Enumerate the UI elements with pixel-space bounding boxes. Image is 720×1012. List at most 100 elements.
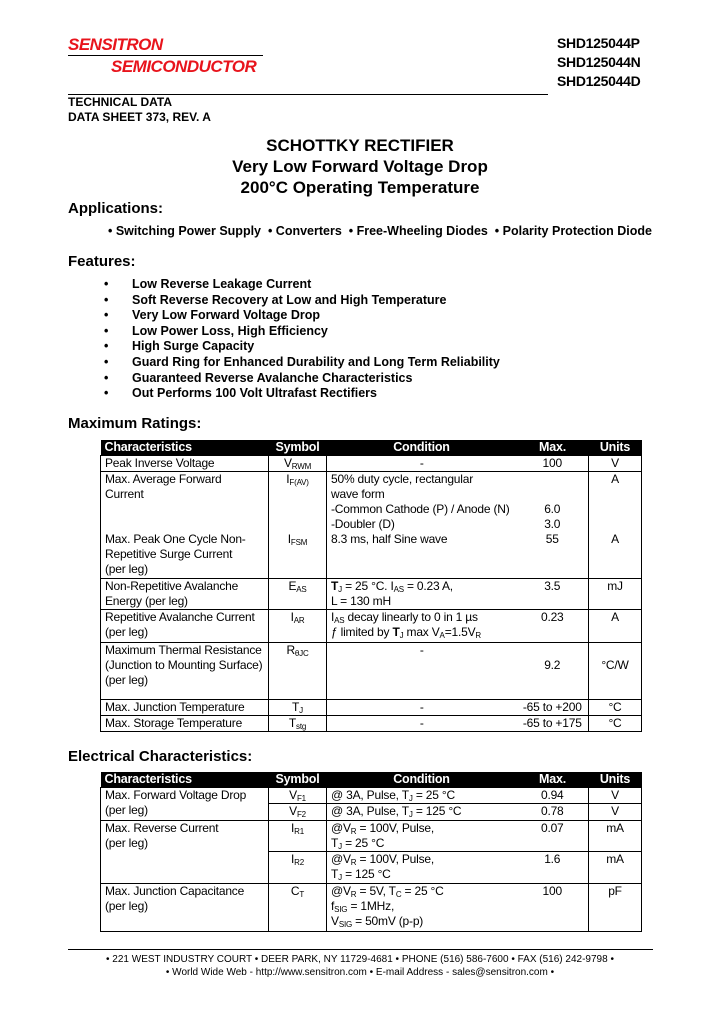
subscript: R [475, 630, 481, 640]
subtitle: 200°C Operating Temperature [240, 178, 480, 197]
column-header-symbol: Symbol [268, 440, 327, 456]
cell-line: (per leg) [105, 624, 148, 639]
cell-line: 3.0 [544, 517, 561, 531]
units-cell: °C [588, 714, 642, 732]
units-cell: V [588, 802, 642, 821]
symbol-cell: EAS [268, 577, 327, 610]
table-row: Max. Storage Temperature Tstg - -65 to +175… [100, 714, 642, 732]
cell-line: L = 130 mH [331, 593, 391, 608]
part-number: SHD125044N [557, 54, 641, 70]
table-header-row: Characteristics Symbol Condition Max. Units [100, 771, 642, 787]
cell-line: - [419, 642, 424, 657]
cell-line: (per leg) [105, 562, 148, 576]
cell-line: Maximum Thermal Resistance [105, 642, 262, 657]
subscript: J [338, 872, 342, 882]
cell-line: -65 to +175 [522, 715, 582, 730]
list-item: Out Performs 100 Volt Ultrafast Rectifie… [104, 386, 500, 402]
symbol-cell: RθJC [268, 641, 327, 700]
cell-line: V [611, 787, 619, 802]
list-item: Guaranteed Reverse Avalanche Characteris… [104, 371, 500, 387]
cell-line: @VR = 5V, TC = 25 °C [331, 883, 444, 899]
subscript: R1 [294, 826, 304, 836]
condition-cell: @ 3A, Pulse, TJ = 25 °C [326, 786, 517, 804]
cell-line: -65 to +200 [522, 699, 582, 714]
table-row: Max. Forward Voltage Drop (per leg) V F1 @ 3… [100, 786, 642, 821]
footer-address: • 221 WEST INDUSTRY COURT • DEER PARK, N… [106, 953, 614, 965]
subscript: SIG [338, 919, 352, 929]
characteristic-cell: Max. Average Forward Current [100, 471, 269, 532]
characteristic-cell: Max. Forward Voltage Drop (per leg) [100, 786, 269, 821]
features-list: Low Reverse Leakage Current Soft Reverse… [104, 277, 500, 402]
cell-line: @VR = 100V, Pulse, [331, 851, 434, 867]
cell-line: 9.2 [544, 657, 561, 672]
cell-line: IR1 [291, 820, 304, 836]
part-number: SHD125044D [557, 73, 641, 89]
logo-semiconductor: SEMICONDUCTOR [111, 57, 257, 76]
subscript: C [395, 889, 402, 899]
cell-line: V [611, 803, 619, 818]
subtitle: Very Low Forward Voltage Drop [232, 157, 488, 176]
bold-text: T [392, 624, 400, 639]
column-header-characteristics: Characteristics [100, 771, 269, 787]
cell-line: IF(AV) [286, 472, 309, 487]
units-cell: mA [588, 819, 642, 852]
symbol-cell: IAR [268, 608, 327, 643]
cell-line [593, 643, 637, 658]
characteristic-cell: Peak Inverse Voltage [100, 455, 269, 472]
cell-line: IR2 [291, 851, 304, 867]
cell-line [521, 487, 585, 502]
symbol-cell: IFSM [268, 532, 327, 579]
cell-line: Max. Forward Voltage Drop [105, 787, 247, 802]
condition-cell: @VR = 100V, Pulse, TJ = 25 °C [326, 819, 517, 852]
max-value-cell: 100 [516, 882, 589, 932]
cell-line: Non-Repetitive Avalanche [105, 578, 239, 593]
subscript: F1 [296, 793, 306, 803]
cell-line: -Common Cathode (P) / Anode (N) [331, 502, 510, 516]
cell-line: VF2 [289, 803, 306, 819]
list-item: Soft Reverse Recovery at Low and High Te… [104, 293, 500, 309]
symbol-cell: VF2 [268, 802, 327, 821]
cell-line: TJ [292, 699, 303, 715]
condition-cell: - [326, 455, 517, 472]
max-value-cell: 0.07 [516, 819, 589, 852]
cell-line: °C/W [601, 657, 629, 672]
table-row: Max. Junction Temperature TJ - -65 to +200 °… [100, 698, 642, 716]
condition-cell: - [326, 641, 517, 700]
table-row: Maximum Thermal Resistance (Junction to M… [100, 641, 642, 700]
header-divider [68, 94, 548, 95]
subscript: AS [393, 584, 404, 594]
units-cell: mJ [588, 577, 642, 610]
table-row: Max. Average Forward Current IF(AV) 50% dut… [100, 471, 642, 532]
symbol-cell: CT [268, 882, 327, 932]
cell-line: pF [608, 883, 622, 898]
table-row: Max. Reverse Current (per leg) IR1 @VR = 10… [100, 819, 642, 884]
condition-cell: @VR = 5V, TC = 25 °C fSIG = 1MHz, VSIG = 5… [326, 882, 517, 932]
condition-cell: TJ = 25 °C. IAS = 0.23 A, L = 130 mH [326, 577, 517, 610]
subscript: R2 [294, 857, 304, 867]
characteristic-cell: Max. Junction Capacitance (per leg) [100, 882, 269, 932]
subscript: R [350, 857, 357, 867]
subscript: θJC [294, 648, 309, 658]
cell-line: - [419, 456, 424, 470]
max-value-cell: 55 [516, 532, 589, 579]
cell-line: 1.6 [544, 851, 561, 866]
symbol-cell: VRWM [268, 455, 327, 472]
symbol-cell: TJ [268, 698, 327, 716]
cell-line: IAR [290, 609, 305, 625]
cell-line: A [611, 472, 619, 486]
title-block: SCHOTTKY RECTIFIER Very Low Forward Volt… [0, 135, 720, 198]
units-cell: V [588, 455, 642, 472]
units-cell: A [588, 532, 642, 579]
subscript: F(AV) [289, 478, 309, 487]
maximum-ratings-table: Characteristics Symbol Condition Max. Units P… [100, 440, 642, 732]
condition-cell: IAS decay linearly to 0 in 1 µs ƒ limited… [326, 608, 517, 643]
cell-line [521, 643, 585, 658]
cell-line: TJ = 25 °C [331, 835, 385, 851]
cell-line: @ 3A, Pulse, TJ = 125 °C [331, 803, 462, 819]
cell-line: RθJC [286, 642, 309, 658]
cell-line: fSIG = 1MHz, [331, 898, 395, 914]
max-value-cell: -65 to +200 [516, 698, 589, 716]
max-value-cell: -65 to +175 [516, 714, 589, 732]
table-row: Max. Junction Capacitance (per leg) CT @VR … [100, 882, 642, 932]
list-item: High Surge Capacity [104, 339, 500, 355]
